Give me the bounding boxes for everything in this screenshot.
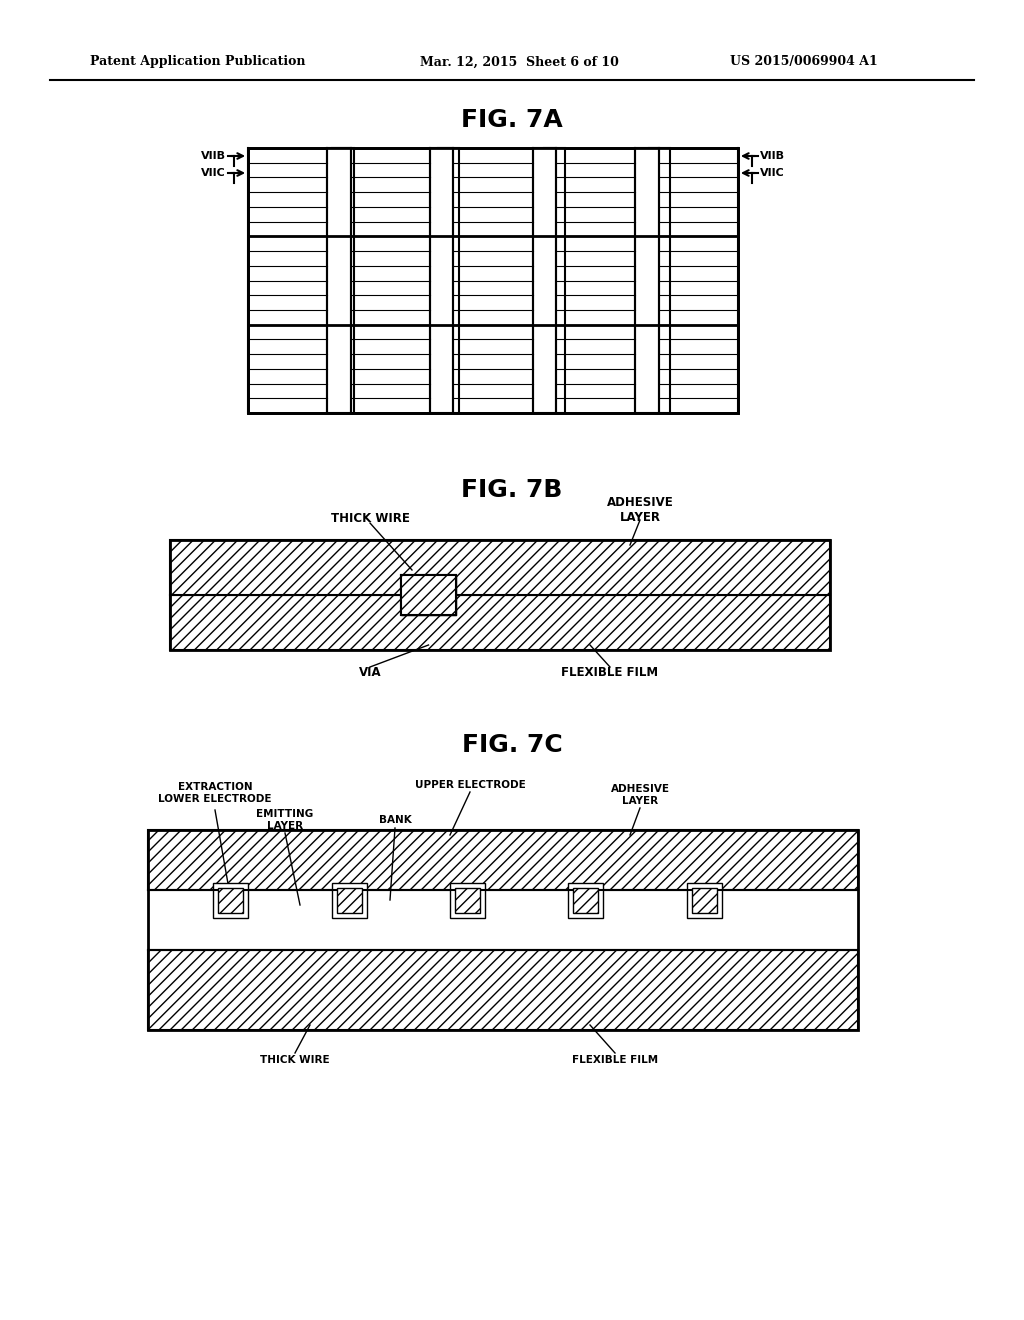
Bar <box>401 576 456 615</box>
Bar <box>218 887 244 912</box>
Bar <box>635 148 659 413</box>
Bar <box>573 887 598 912</box>
Bar <box>333 148 353 413</box>
Bar <box>401 576 456 615</box>
Bar <box>544 148 565 413</box>
Bar <box>248 148 738 413</box>
Text: FIG. 7C: FIG. 7C <box>462 733 562 756</box>
Bar <box>532 148 556 413</box>
Bar <box>170 540 830 595</box>
Text: UPPER ELECTRODE: UPPER ELECTRODE <box>415 780 525 789</box>
Bar <box>450 883 485 917</box>
Bar <box>170 595 830 649</box>
Bar <box>148 830 858 1030</box>
Text: FLEXIBLE FILM: FLEXIBLE FILM <box>561 665 658 678</box>
Bar <box>438 148 459 413</box>
Text: VIIC: VIIC <box>202 168 226 178</box>
Text: Mar. 12, 2015  Sheet 6 of 10: Mar. 12, 2015 Sheet 6 of 10 <box>420 55 618 69</box>
Bar <box>430 148 454 413</box>
Text: VIA: VIA <box>358 665 381 678</box>
Bar <box>213 883 249 917</box>
Text: FIG. 7B: FIG. 7B <box>462 478 562 502</box>
Bar <box>691 887 717 912</box>
Bar <box>327 148 351 413</box>
Text: VIIB: VIIB <box>760 150 785 161</box>
Bar <box>248 148 738 413</box>
Bar <box>332 883 367 917</box>
Bar <box>687 883 722 917</box>
Text: VIIC: VIIC <box>760 168 784 178</box>
Bar <box>568 883 603 917</box>
Text: FLEXIBLE FILM: FLEXIBLE FILM <box>572 1055 658 1065</box>
Text: Patent Application Publication: Patent Application Publication <box>90 55 305 69</box>
Text: ADHESIVE
LAYER: ADHESIVE LAYER <box>606 496 674 524</box>
Bar <box>148 950 858 1030</box>
Bar <box>170 540 830 649</box>
Text: ADHESIVE
LAYER: ADHESIVE LAYER <box>610 784 670 805</box>
Text: EMITTING
LAYER: EMITTING LAYER <box>256 809 313 830</box>
Bar <box>148 830 858 890</box>
Text: US 2015/0069904 A1: US 2015/0069904 A1 <box>730 55 878 69</box>
Text: THICK WIRE: THICK WIRE <box>260 1055 330 1065</box>
Text: EXTRACTION
LOWER ELECTRODE: EXTRACTION LOWER ELECTRODE <box>159 783 271 804</box>
Text: VIIB: VIIB <box>201 150 226 161</box>
Bar <box>401 576 456 615</box>
Text: THICK WIRE: THICK WIRE <box>331 511 410 524</box>
Text: BANK: BANK <box>379 814 412 825</box>
Bar <box>455 887 480 912</box>
Text: FIG. 7A: FIG. 7A <box>461 108 563 132</box>
Bar <box>337 887 361 912</box>
Bar <box>649 148 671 413</box>
